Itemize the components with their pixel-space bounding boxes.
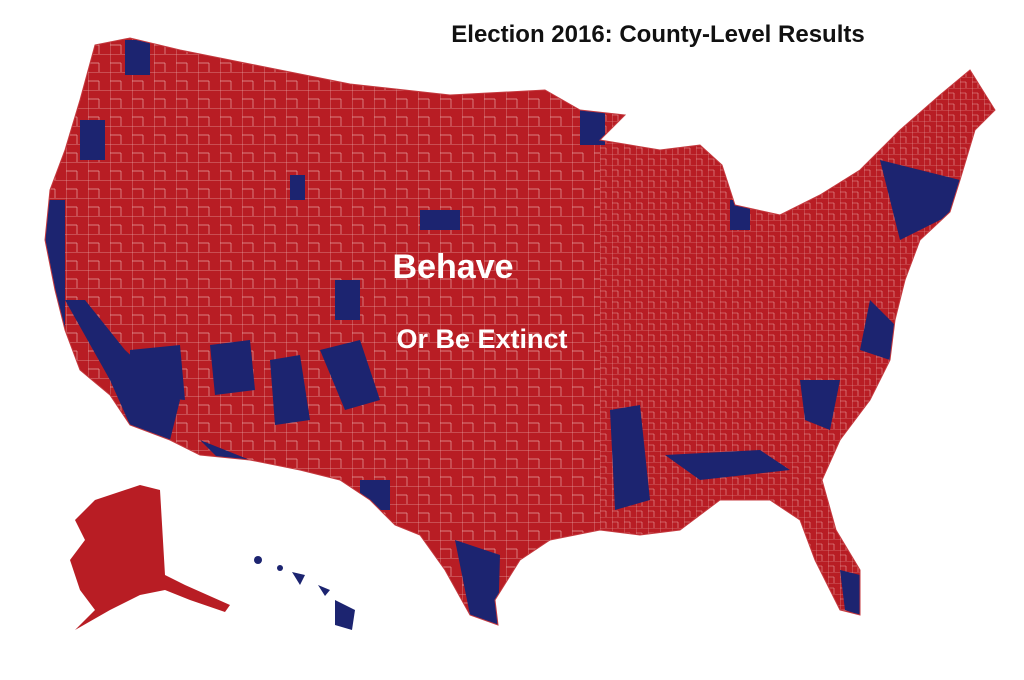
hawaii	[254, 556, 355, 630]
alaska-land	[70, 485, 230, 630]
overlay-text: Behave	[393, 248, 514, 286]
overlay-text: Or Be Extinct	[396, 324, 567, 354]
map-title: Election 2016: County-Level Results	[451, 21, 864, 48]
county-lines-east	[600, 38, 995, 625]
alaska	[70, 485, 230, 630]
democratic-counties	[45, 40, 960, 625]
